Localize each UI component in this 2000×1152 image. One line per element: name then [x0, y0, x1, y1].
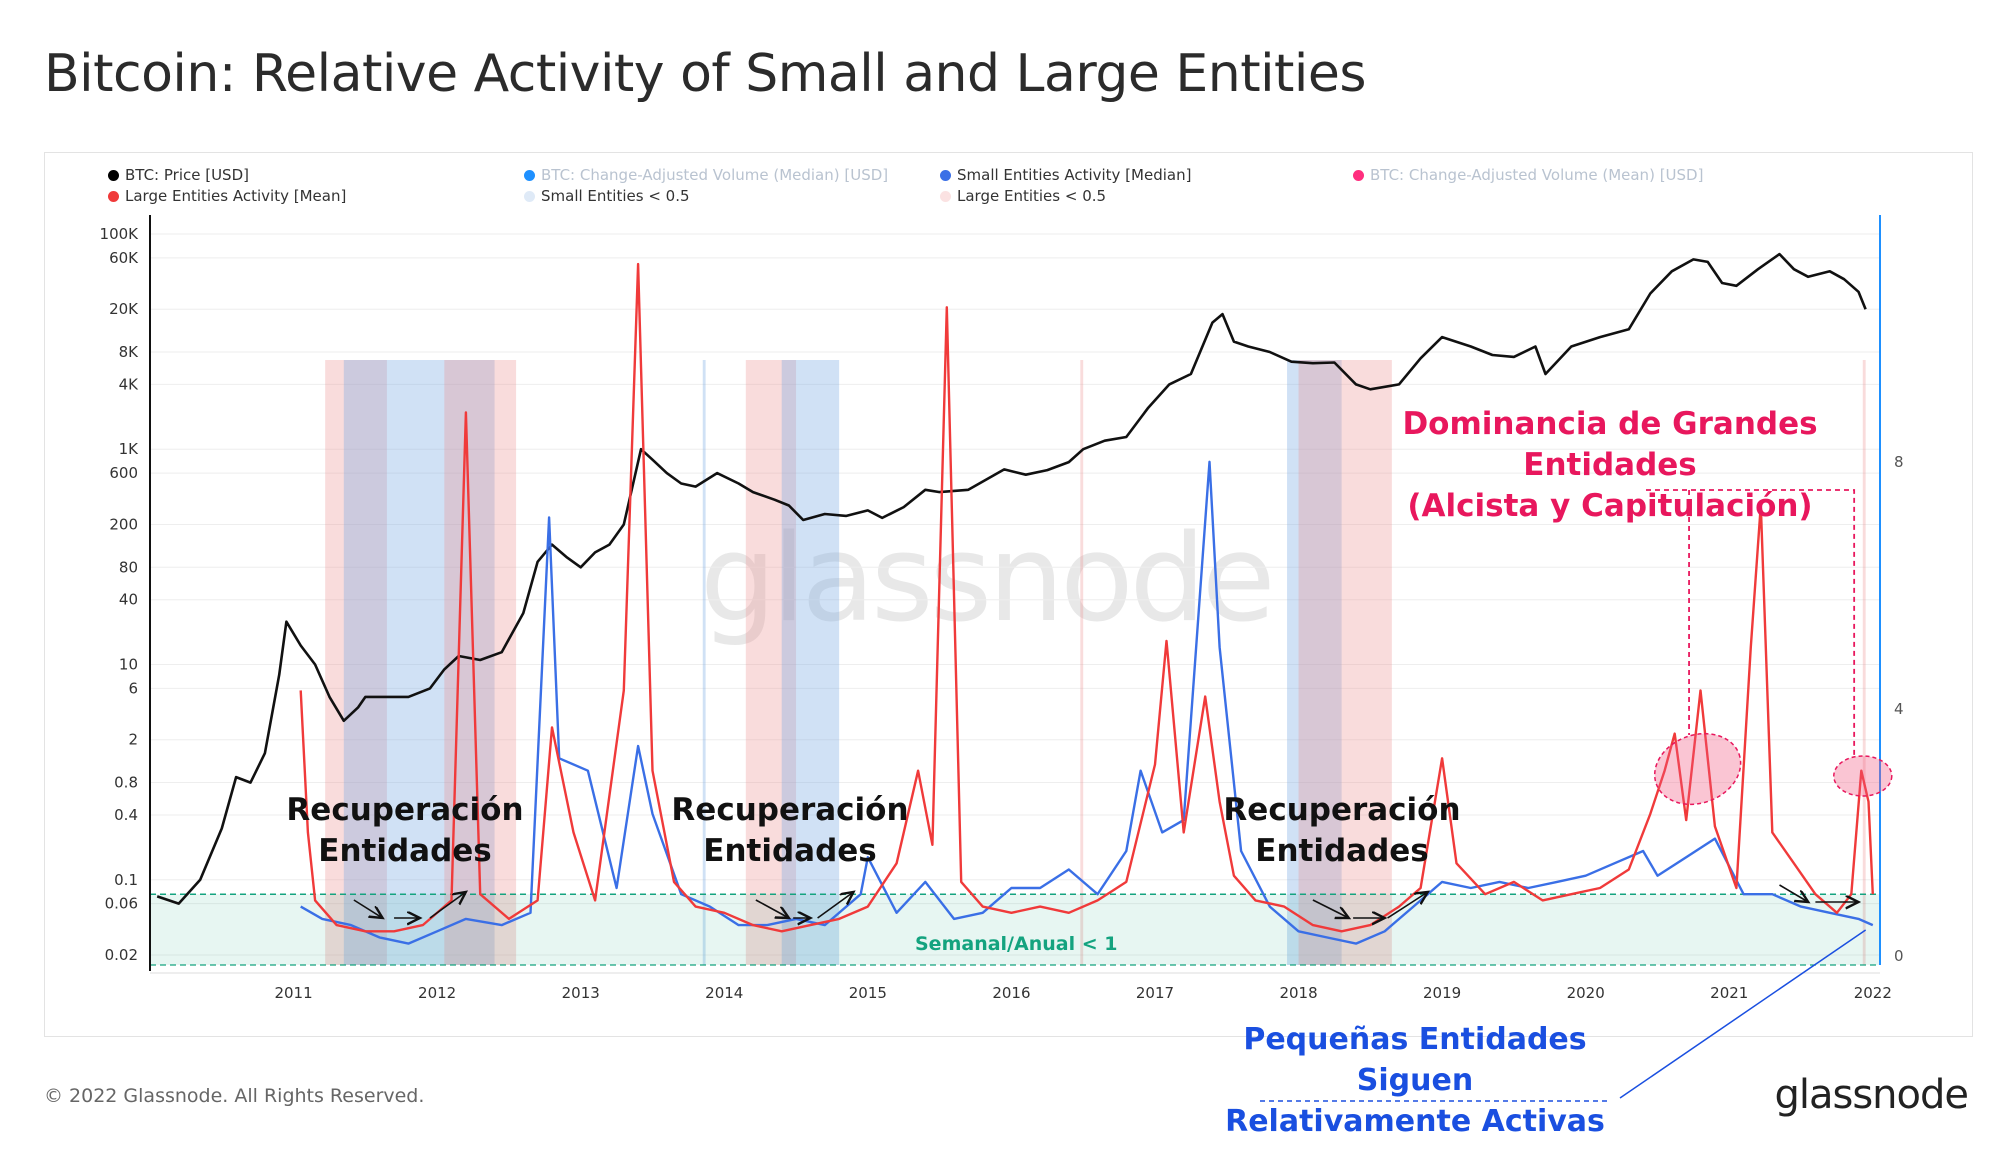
large-entity-region: [1298, 360, 1392, 965]
large-entity-region: [1862, 360, 1866, 965]
recovery-annotation-2015: Recuperación Entidades: [670, 790, 910, 872]
chart-legend: BTC: Price [USD] BTC: Change-Adjusted Vo…: [108, 166, 1948, 212]
annotation-line: (Alcista y Capitulación): [1407, 488, 1813, 524]
large-entities-series-line: [299, 262, 1874, 933]
legend-dot: [524, 190, 535, 202]
legend-label: BTC: Price [USD]: [125, 166, 249, 184]
highlight-ellipse: [1653, 732, 1742, 806]
y-tick-label: 4K: [119, 375, 140, 393]
watermark: glassnode: [700, 510, 1276, 649]
y-tick-label: 2: [128, 731, 138, 749]
dominance-bracket: [1645, 489, 1856, 758]
annotation-arrow: [1312, 899, 1349, 918]
y-tick-label: 40: [119, 591, 138, 609]
legend-dot: [108, 190, 119, 202]
dominance-annotation: Dominancia de Grandes Entidades (Alcista…: [1330, 404, 1890, 527]
legend-item-volume-mean[interactable]: BTC: Change-Adjusted Volume (Mean) [USD]: [1353, 166, 1703, 184]
large-entity-region: [745, 360, 797, 965]
annotation-line: Recuperación: [286, 792, 524, 828]
highlight-ellipse: [1833, 755, 1893, 797]
x-tick-label: 2012: [418, 984, 456, 1002]
legend-item-small-threshold[interactable]: Small Entities < 0.5: [524, 187, 690, 205]
legend-label: Small Entities < 0.5: [541, 187, 690, 205]
y-tick-label: 80: [119, 558, 138, 576]
y-right-tick-label: 0: [1894, 947, 1904, 965]
legend-label: Small Entities Activity [Median]: [957, 166, 1192, 184]
annotation-line: Recuperación: [1223, 792, 1461, 828]
annotation-line: Dominancia de Grandes Entidades: [1402, 406, 1818, 483]
legend-dot: [1353, 169, 1364, 181]
x-tick-label: 2019: [1423, 984, 1461, 1002]
x-tick-label: 2018: [1279, 984, 1317, 1002]
y-tick-label: 200: [109, 515, 138, 533]
legend-item-large-threshold[interactable]: Large Entities < 0.5: [940, 187, 1106, 205]
small-entity-region: [781, 360, 840, 965]
y-tick-label: 600: [109, 464, 138, 482]
y-tick-label: 0.8: [114, 774, 138, 792]
small-entity-region: [702, 360, 706, 965]
x-tick-label: 2014: [705, 984, 743, 1002]
annotation-line: Pequeñas Entidades Siguen: [1243, 1022, 1587, 1098]
legend-item-large-entities[interactable]: Large Entities Activity [Mean]: [108, 187, 346, 205]
threshold-label: Semanal/Anual < 1: [915, 933, 1118, 955]
page-title: Bitcoin: Relative Activity of Small and …: [44, 44, 1366, 104]
annotation-line: Entidades: [703, 833, 877, 869]
y-tick-label: 0.02: [105, 946, 138, 964]
x-tick-label: 2016: [992, 984, 1030, 1002]
large-entity-region: [1080, 360, 1084, 965]
pointer-line: [1619, 929, 1867, 1099]
x-tick-label: 2022: [1854, 984, 1892, 1002]
small-entity-region: [1287, 360, 1342, 965]
annotation-arrow: [1779, 884, 1809, 902]
copyright: © 2022 Glassnode. All Rights Reserved.: [44, 1085, 425, 1107]
y-tick-label: 20K: [109, 300, 139, 318]
y-tick-label: 0.06: [105, 895, 138, 913]
annotation-line: Entidades: [1255, 833, 1429, 869]
legend-label: BTC: Change-Adjusted Volume (Median) [US…: [541, 166, 889, 184]
y-tick-label: 100K: [100, 225, 140, 243]
annotation-arrow: [429, 892, 466, 919]
legend-dot: [940, 169, 951, 181]
small-active-annotation: Pequeñas Entidades Siguen Relativamente …: [1180, 1019, 1650, 1142]
y-tick-label: 0.4: [114, 806, 138, 824]
recovery-annotation-2019: Recuperación Entidades: [1222, 790, 1462, 872]
legend-dot: [108, 169, 119, 181]
x-tick-label: 2020: [1567, 984, 1605, 1002]
large-entity-region: [325, 360, 387, 965]
y-tick-label: 0.1: [114, 871, 138, 889]
legend-label: Large Entities Activity [Mean]: [125, 187, 347, 205]
y-tick-label: 10: [119, 655, 138, 673]
legend-item-volume-median[interactable]: BTC: Change-Adjusted Volume (Median) [US…: [524, 166, 888, 184]
annotation-arrow: [353, 899, 383, 918]
legend-label: Large Entities < 0.5: [957, 187, 1107, 205]
y-tick-label: 60K: [109, 249, 139, 267]
price-series-line: [156, 252, 1867, 905]
small-entity-region: [343, 360, 495, 965]
annotation-line: Relativamente Activas: [1225, 1104, 1605, 1139]
legend-item-small-entities[interactable]: Small Entities Activity [Median]: [940, 166, 1191, 184]
annotation-line: Recuperación: [671, 792, 909, 828]
recovery-annotation-2012: Recuperación Entidades: [285, 790, 525, 872]
x-tick-label: 2015: [849, 984, 887, 1002]
x-tick-label: 2017: [1136, 984, 1174, 1002]
y-right-tick-label: 8: [1894, 453, 1904, 471]
legend-label: BTC: Change-Adjusted Volume (Mean) [USD]: [1370, 166, 1704, 184]
x-tick-label: 2021: [1710, 984, 1748, 1002]
annotation-arrow: [755, 899, 789, 918]
y-tick-label: 8K: [119, 343, 140, 361]
legend-dot: [940, 190, 951, 202]
annotation-arrow: [1387, 892, 1428, 919]
y-right-tick-label: 4: [1894, 700, 1904, 718]
legend-dot: [524, 169, 535, 181]
y-tick-label: 6: [128, 679, 138, 697]
small-entities-series-line: [300, 460, 1874, 945]
y-tick-label: 1K: [119, 440, 140, 458]
glassnode-logo[interactable]: glassnode: [1774, 1072, 1969, 1118]
x-tick-label: 2013: [562, 984, 600, 1002]
legend-item-price[interactable]: BTC: Price [USD]: [108, 166, 249, 184]
annotation-line: Entidades: [318, 833, 492, 869]
annotation-arrow: [817, 892, 854, 919]
x-tick-label: 2011: [274, 984, 312, 1002]
